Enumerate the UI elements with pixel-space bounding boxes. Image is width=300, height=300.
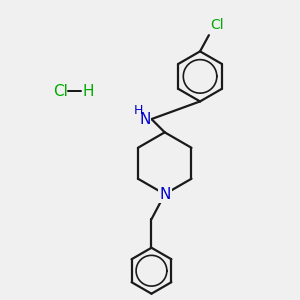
- Text: H: H: [83, 84, 94, 99]
- Text: H: H: [134, 104, 143, 117]
- Text: N: N: [139, 112, 151, 127]
- Text: Cl: Cl: [210, 18, 224, 32]
- Text: N: N: [159, 187, 170, 202]
- Text: Cl: Cl: [53, 84, 68, 99]
